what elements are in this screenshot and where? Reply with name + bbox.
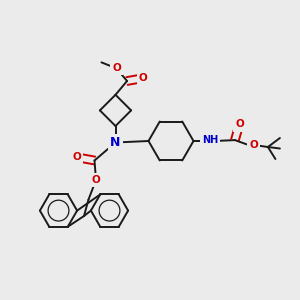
Text: O: O (249, 140, 258, 151)
Text: NH: NH (202, 135, 218, 145)
Text: O: O (92, 175, 100, 185)
Text: O: O (235, 119, 244, 130)
Text: O: O (112, 63, 121, 74)
Text: O: O (72, 152, 81, 162)
Text: O: O (139, 73, 148, 83)
Text: N: N (110, 136, 121, 149)
